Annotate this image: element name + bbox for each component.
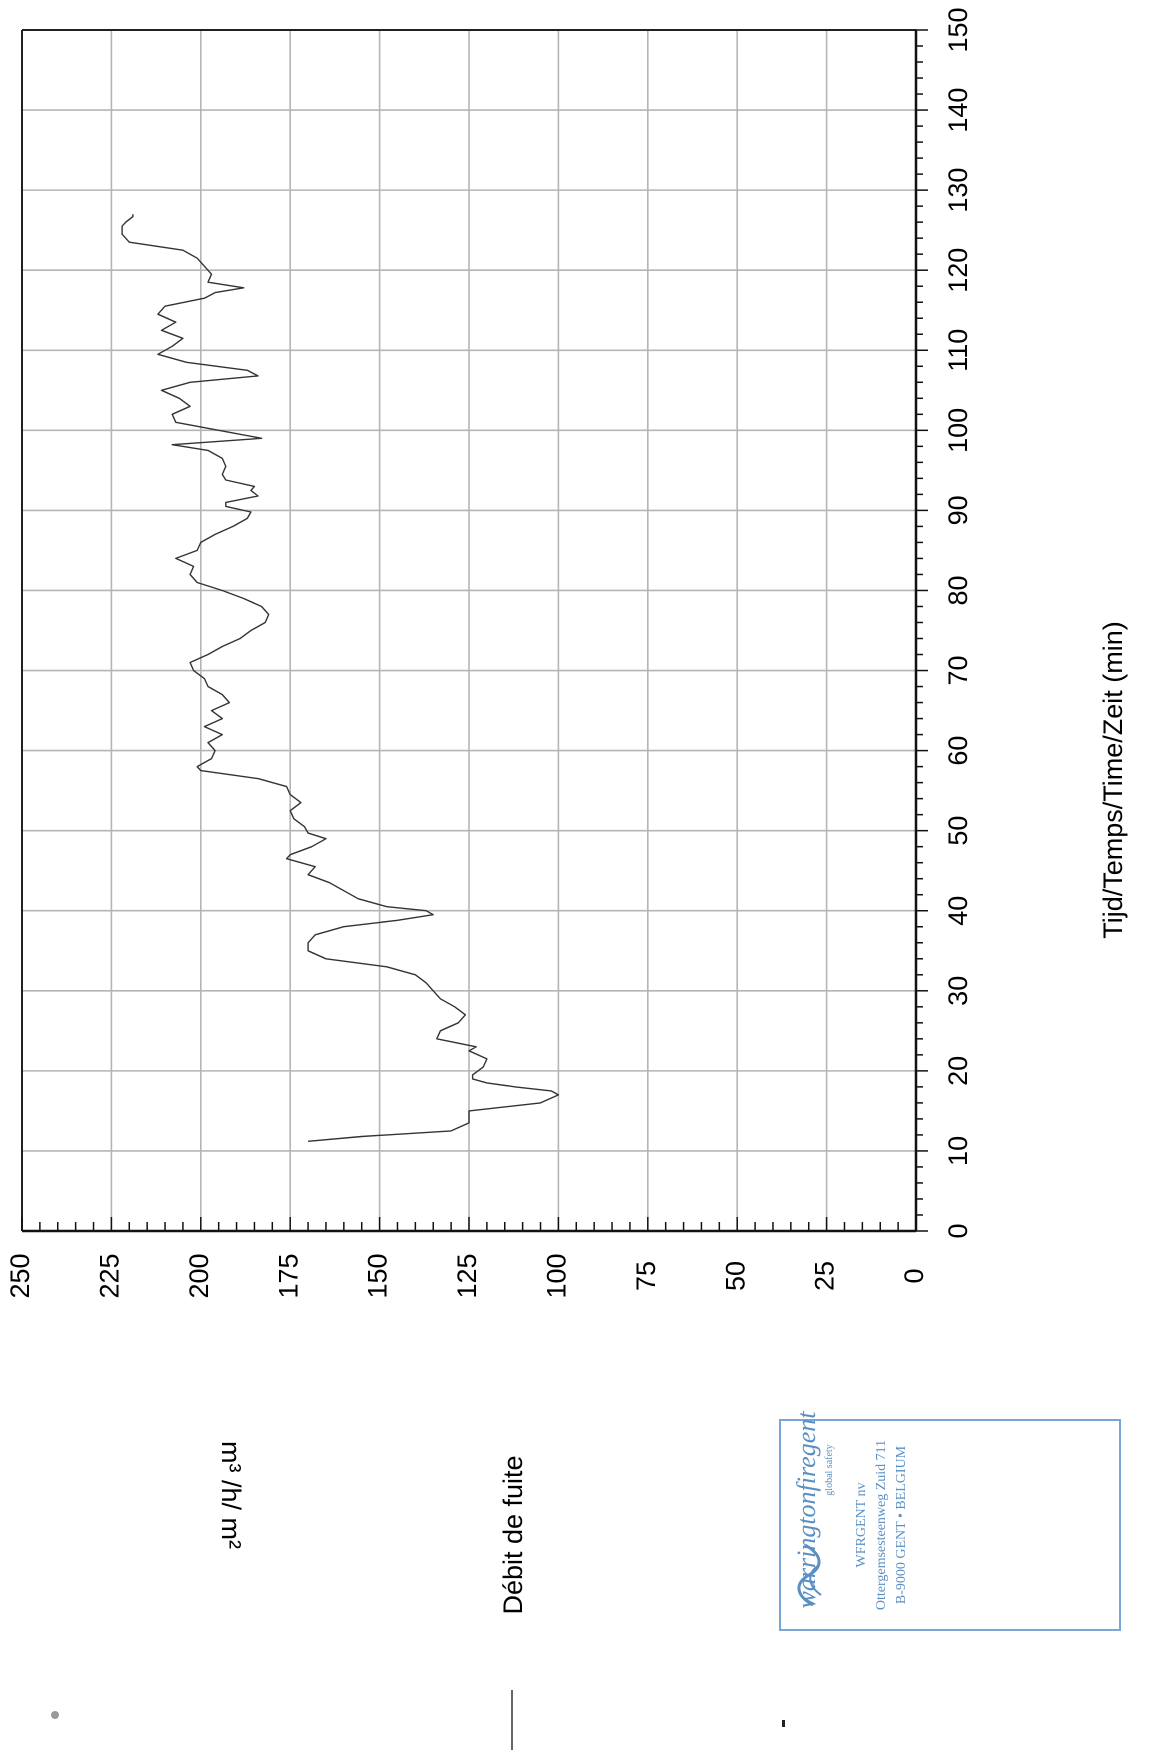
legend: Débit de fuite (498, 1455, 528, 1750)
stamp-logo-text: warringtonfiregent (792, 1411, 821, 1609)
stamp-logo-icon (797, 1543, 822, 1607)
stamp-address-line1: Ottergemsesteenweg Zuid 711 (874, 1440, 889, 1610)
stamp-company: WFRGENT nv (854, 1483, 869, 1568)
flow-tick-label: 200 (184, 1253, 214, 1298)
flow-tick-label: 50 (720, 1261, 750, 1291)
axis-ticks: 0 10 20 30 40 50 60 70 80 90 100 110 120 130 140 150 0 25… (5, 7, 973, 1298)
flow-tick-label: 150 (363, 1253, 393, 1298)
time-tick-label: 0 (943, 1223, 973, 1238)
time-tick-label: 60 (943, 736, 973, 766)
stamp-address-line2: B-9000 GENT • BELGIUM (894, 1445, 909, 1604)
chart-series (121, 214, 560, 1142)
flow-tick-label: 100 (542, 1253, 572, 1298)
scan-dash (782, 1720, 785, 1727)
stamp-border (779, 1419, 1121, 1631)
company-stamp: warringtonfiregent global safety WFRGENT… (779, 1411, 1121, 1631)
time-tick-label: 120 (943, 248, 973, 293)
flow-tick-label: 175 (273, 1253, 303, 1298)
flow-tick-label: 250 (5, 1253, 35, 1298)
time-tick-label: 140 (943, 88, 973, 133)
time-tick-label: 50 (943, 816, 973, 846)
time-tick-label: 20 (943, 1056, 973, 1086)
time-tick-label: 40 (943, 896, 973, 926)
time-tick-label: 80 (943, 575, 973, 605)
flow-tick-label: 225 (95, 1253, 125, 1298)
flow-tick-label: 125 (452, 1253, 482, 1298)
time-tick-label: 90 (943, 495, 973, 525)
scan-speck (51, 1711, 59, 1719)
stamp-logo-subtext: global safety (824, 1444, 835, 1495)
x-axis-title: Tijd/Temps/Time/Zeit (min) (1098, 621, 1128, 939)
time-tick-label: 30 (943, 976, 973, 1006)
time-tick-label: 70 (943, 656, 973, 686)
time-tick-label: 130 (943, 168, 973, 213)
time-tick-label: 150 (943, 7, 973, 52)
leakage-rate-line (121, 214, 560, 1142)
legend-label: Débit de fuite (498, 1455, 528, 1614)
flow-tick-label: 0 (899, 1268, 929, 1283)
time-tick-label: 110 (943, 329, 973, 372)
time-tick-label: 100 (943, 408, 973, 453)
y-axis-title: m³ /h/ m² (216, 1441, 246, 1549)
flow-tick-label: 25 (810, 1261, 840, 1291)
flow-tick-label: 75 (631, 1261, 661, 1291)
time-tick-label: 10 (943, 1136, 973, 1166)
